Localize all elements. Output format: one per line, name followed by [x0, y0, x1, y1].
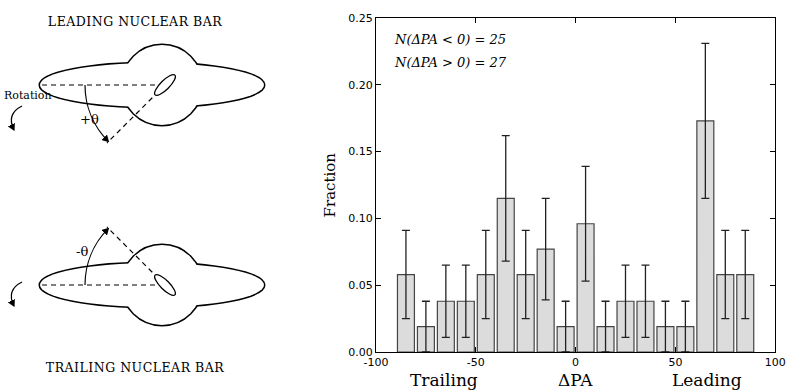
svg-text:0.00: 0.00 [348, 346, 373, 359]
svg-text:0: 0 [572, 356, 579, 369]
svg-text:Fraction: Fraction [321, 153, 339, 218]
svg-text:N(ΔPA > 0) = 27: N(ΔPA > 0) = 27 [394, 55, 507, 70]
svg-text:Trailing: Trailing [410, 370, 478, 390]
svg-text:Rotation: Rotation [4, 89, 52, 102]
svg-text:0.10: 0.10 [348, 212, 373, 225]
svg-text:ΔPA: ΔPA [558, 370, 593, 390]
svg-text:-100: -100 [364, 356, 389, 369]
svg-text:N(ΔPA < 0) = 25: N(ΔPA < 0) = 25 [394, 32, 506, 47]
svg-text:TRAILING NUCLEAR BAR: TRAILING NUCLEAR BAR [46, 360, 224, 375]
svg-text:0.05: 0.05 [348, 279, 373, 292]
svg-text:+θ: +θ [80, 112, 99, 127]
svg-text:-50: -50 [467, 356, 485, 369]
svg-text:100: 100 [765, 356, 786, 369]
svg-text:50: 50 [668, 356, 682, 369]
svg-text:LEADING NUCLEAR BAR: LEADING NUCLEAR BAR [48, 14, 222, 29]
svg-text:0.15: 0.15 [348, 145, 373, 158]
svg-text:Leading: Leading [672, 370, 742, 390]
svg-text:0.20: 0.20 [348, 79, 373, 92]
svg-text:0.25: 0.25 [348, 12, 373, 25]
svg-text:-θ: -θ [76, 244, 88, 259]
